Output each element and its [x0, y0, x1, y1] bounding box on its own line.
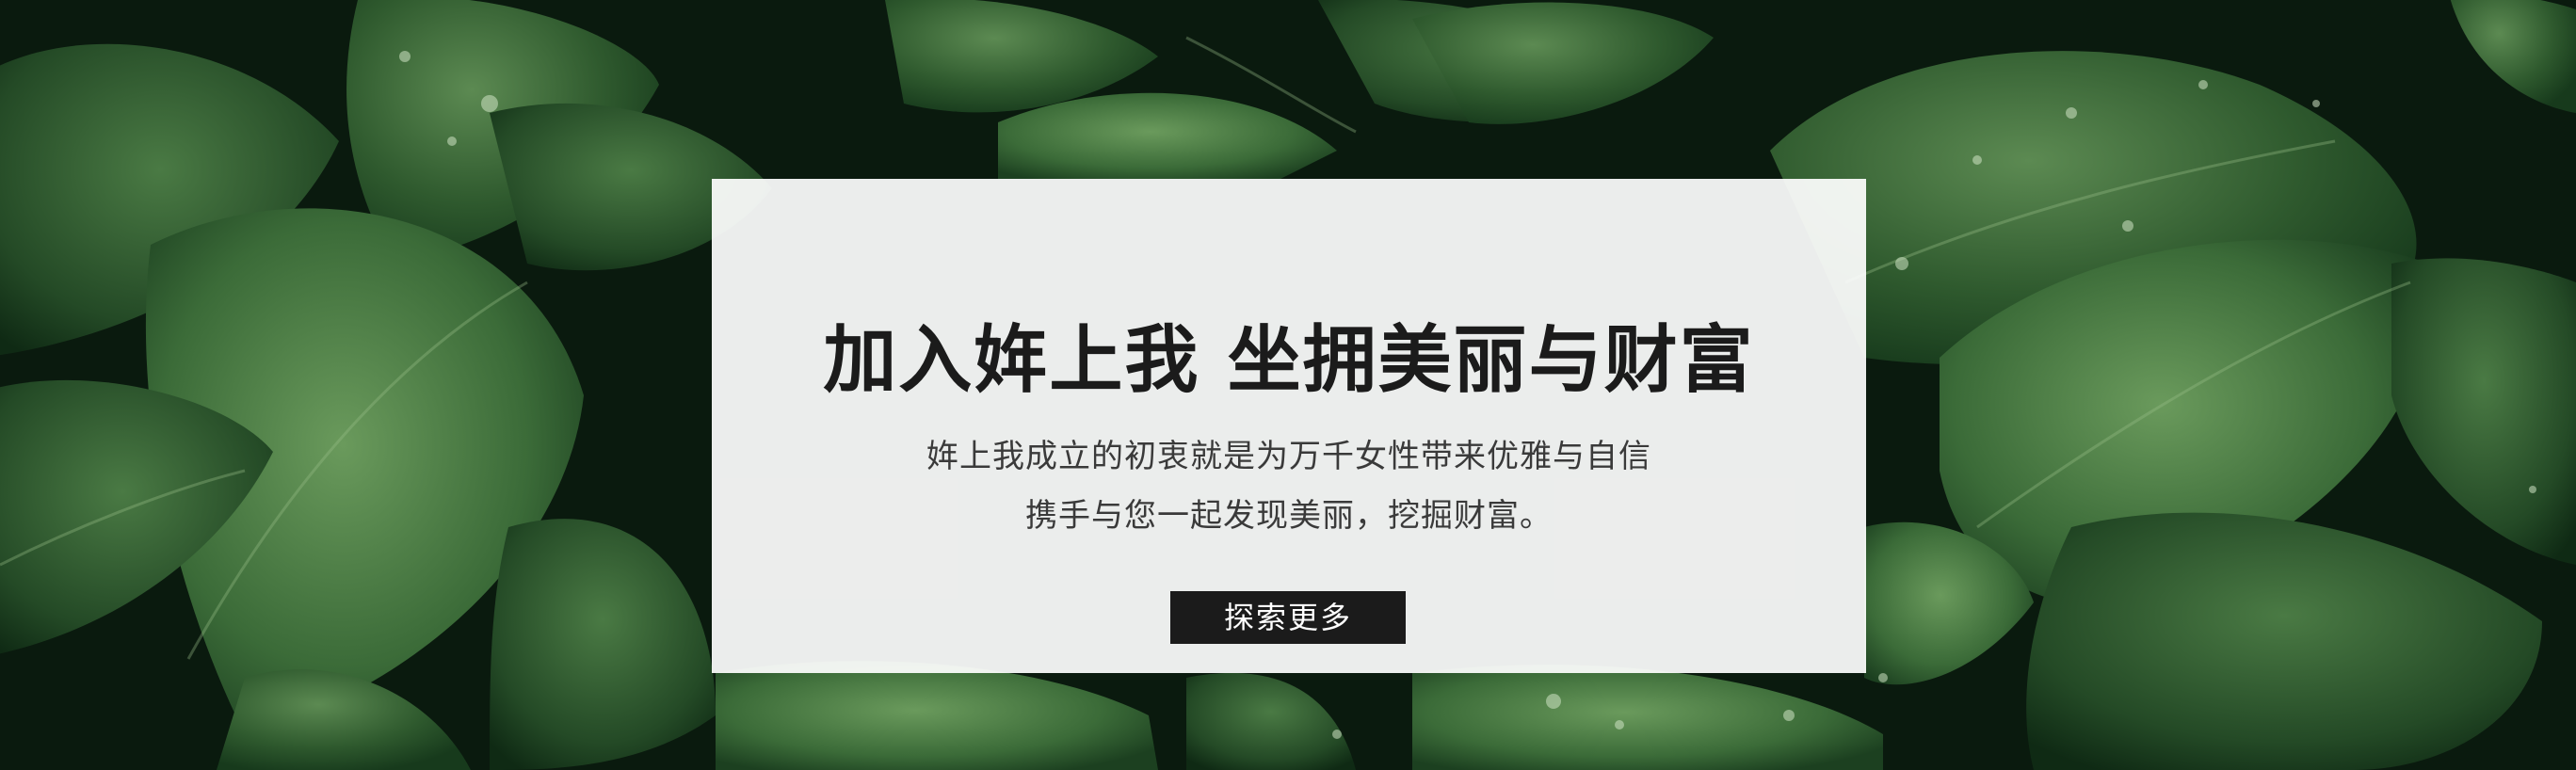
hero-description-line-2: 携手与您一起发现美丽，挖掘财富。 — [1025, 497, 1553, 535]
hero-title: 加入姩上我 坐拥美丽与财富 — [823, 317, 1755, 403]
explore-more-button[interactable]: 探索更多 — [1170, 591, 1406, 644]
hero-description-line-1: 姩上我成立的初衷就是为万千女性带来优雅与自信 — [926, 438, 1651, 475]
promo-card: 加入姩上我 坐拥美丽与财富 姩上我成立的初衷就是为万千女性带来优雅与自信 携手与… — [712, 179, 1866, 673]
